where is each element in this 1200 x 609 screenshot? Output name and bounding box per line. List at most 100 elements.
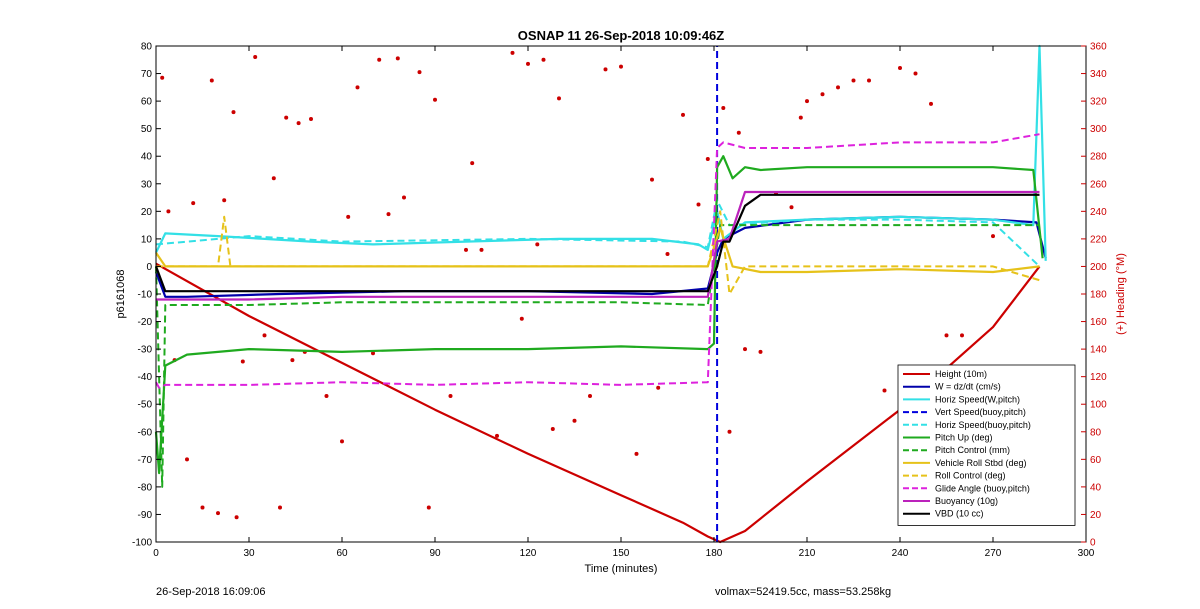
y-tick-label: 70: [141, 69, 153, 80]
y2-tick-label: 320: [1090, 97, 1107, 108]
heading-point: [395, 56, 400, 61]
heading-point: [209, 78, 214, 83]
legend-label: Horiz Speed(W,pitch): [935, 394, 1020, 404]
x-tick-label: 300: [1078, 548, 1095, 559]
y2-tick-label: 120: [1090, 372, 1107, 383]
heading-point: [200, 505, 205, 510]
y2-tick-label: 140: [1090, 345, 1107, 356]
heading-point: [519, 316, 524, 321]
heading-point: [944, 333, 949, 338]
heading-point: [550, 427, 555, 432]
heading-point: [426, 505, 431, 510]
heading-point: [185, 457, 189, 462]
heading-point: [231, 110, 236, 115]
heading-point: [541, 57, 546, 62]
heading-point: [603, 67, 608, 72]
legend-box: [897, 364, 1076, 526]
series-lines-layer: [154, 44, 1047, 544]
heading-point: [913, 71, 918, 76]
heading-point: [262, 333, 267, 338]
heading-point: [464, 247, 468, 252]
x-tick-label: 180: [706, 548, 723, 559]
heading-point: [798, 115, 803, 120]
heading-point: [278, 505, 282, 510]
heading-point: [960, 333, 964, 338]
heading-point: [619, 64, 623, 69]
y-tick-label: 40: [141, 152, 153, 163]
legend-label: Glide Angle (buoy,pitch): [935, 483, 1030, 493]
heading-point: [271, 176, 276, 181]
series-line-horiz-speed-buoy-pitch: [155, 199, 1041, 268]
footer-mass-info: volmax=52419.5cc, mass=53.258kg: [715, 586, 892, 598]
x-tick-label: 270: [985, 548, 1002, 559]
heading-point: [191, 201, 196, 206]
heading-point: [656, 385, 661, 390]
heading-point: [851, 78, 856, 83]
y2-tick-label: 180: [1090, 290, 1107, 301]
legend-label: Horiz Speed(buoy,pitch): [935, 420, 1031, 430]
y2-tick-label: 260: [1090, 179, 1107, 190]
x-tick-label: 210: [799, 548, 816, 559]
ticks-layer: 0 30 60 90 120 150 180 210 240 270 300-100-90-80-7…: [132, 42, 1107, 560]
y2-axis-label: (+) Heading (°M): [1115, 253, 1127, 335]
heading-point: [324, 393, 329, 398]
heading-point: [340, 439, 344, 444]
heading-point: [535, 242, 540, 247]
legend-label: W = dz/dt (cm/s): [935, 382, 1001, 392]
footer-timestamp: 26-Sep-2018 16:09:06: [156, 586, 266, 598]
legend-label: Vert Speed(buoy,pitch): [935, 407, 1026, 417]
legend-label: Buoyancy (10g): [935, 496, 998, 506]
heading-point: [166, 209, 171, 214]
heading-point: [572, 418, 577, 423]
x-tick-label: 120: [520, 548, 537, 559]
series-line-buoyancy-10g: [156, 190, 1040, 301]
x-tick-label: 90: [429, 548, 441, 559]
heading-point: [991, 234, 995, 239]
y-tick-label: -40: [138, 372, 153, 383]
heading-point: [696, 202, 701, 207]
x-tick-label: 0: [153, 548, 159, 559]
y2-tick-label: 200: [1090, 262, 1107, 273]
heading-point: [355, 85, 360, 90]
series-line-height-10m: [155, 262, 1041, 544]
y2-tick-label: 360: [1090, 42, 1107, 53]
heading-point: [736, 130, 741, 135]
y2-tick-label: 340: [1090, 69, 1107, 80]
x-axis-label: Time (minutes): [585, 563, 658, 575]
heading-point: [240, 359, 245, 364]
y-tick-label: 60: [141, 97, 153, 108]
x-tick-label: 240: [892, 548, 909, 559]
heading-point: [743, 347, 747, 352]
series-line-w-dz-dt-cm-s: [154, 215, 1047, 298]
heading-point: [479, 247, 484, 252]
y2-tick-label: 100: [1090, 400, 1107, 411]
heading-point: [789, 205, 794, 210]
heading-point: [234, 515, 239, 520]
legend-label: Height (10m): [935, 369, 987, 379]
heading-point: [681, 112, 685, 117]
heading-point: [634, 451, 639, 456]
legend-label: Roll Control (deg): [935, 471, 1006, 481]
y-tick-label: 30: [141, 179, 153, 190]
y-tick-label: -90: [138, 510, 153, 521]
x-tick-label: 150: [613, 548, 630, 559]
y2-tick-label: 240: [1090, 207, 1107, 218]
heading-point: [448, 393, 453, 398]
heading-point: [705, 156, 710, 161]
y-tick-label: 10: [141, 234, 153, 245]
heading-point: [510, 50, 515, 55]
series-line-roll-control-deg: [156, 210, 1040, 295]
y-tick-label: 20: [141, 207, 153, 218]
heading-point: [495, 433, 499, 438]
series-line-vbd-10-cc: [154, 193, 1040, 293]
heading-point: [721, 106, 726, 110]
y-tick-label: 80: [141, 42, 153, 53]
x-tick-label: 60: [336, 548, 348, 559]
series-line-horiz-speed-w-pitch: [155, 44, 1047, 261]
legend: Height (10m) W = dz/dt (cm/s) Horiz Speed(…: [897, 364, 1076, 526]
y-axis-label: p6161068: [115, 270, 127, 319]
heading-point: [377, 57, 382, 62]
y2-tick-label: 220: [1090, 234, 1107, 245]
heading-point: [836, 85, 840, 90]
heading-point: [253, 55, 258, 60]
